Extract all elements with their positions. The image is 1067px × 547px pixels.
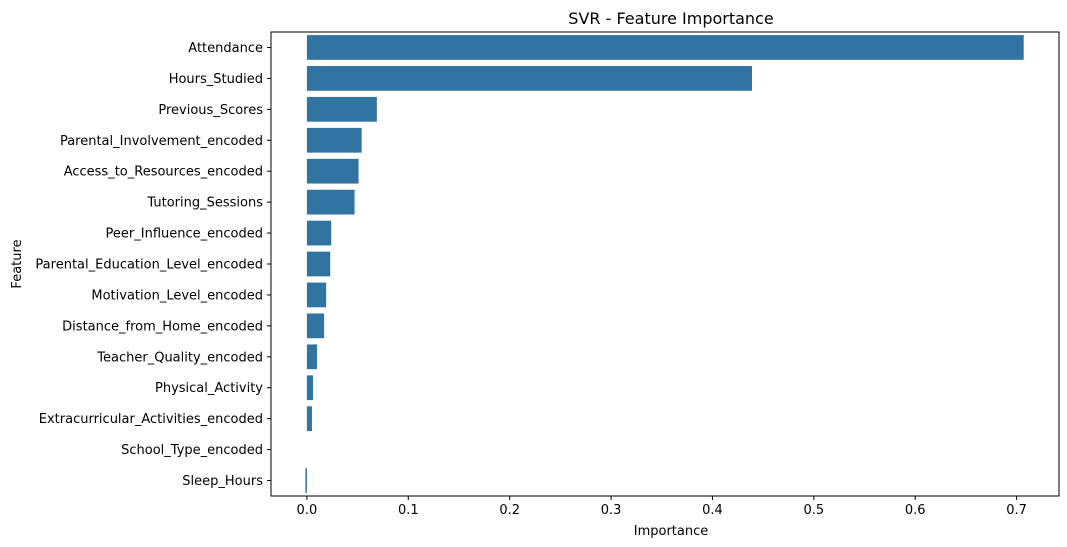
x-tick-label: 0.5 [803, 503, 824, 518]
bar-attendance [306, 35, 1024, 60]
bar-access-to-resources-encoded [306, 158, 359, 184]
y-tick-label: Sleep_Hours [182, 474, 263, 489]
y-ticks-group: Attendance Hours_Studied Previous_Scores Pa… [35, 41, 271, 489]
y-tick-label: Physical_Activity [155, 381, 263, 396]
bar-physical-activity [306, 375, 313, 401]
x-tick-label: 0.6 [905, 503, 926, 518]
bar-previous-scores [306, 96, 377, 122]
bar-teacher-quality-encoded [306, 344, 318, 370]
bar-parental-involvement-encoded [306, 127, 362, 153]
y-tick-label: Previous_Scores [158, 103, 263, 118]
x-tick-label: 0.3 [601, 503, 622, 518]
x-tick-label: 0.1 [398, 503, 419, 518]
y-tick-label: School_Type_encoded [121, 443, 263, 458]
y-tick-label: Peer_Influence_encoded [106, 227, 263, 242]
x-tick-label: 0.2 [499, 503, 520, 518]
x-axis-label: Importance [634, 524, 709, 539]
y-tick-label: Attendance [188, 41, 263, 56]
y-tick-label: Access_to_Resources_encoded [64, 165, 263, 180]
y-tick-label: Extracurricular_Activities_encoded [39, 412, 263, 427]
y-tick-label: Motivation_Level_encoded [91, 288, 263, 303]
bar-distance-from-home-encoded [306, 313, 325, 339]
bar-hours-studied [306, 66, 752, 91]
y-tick-label: Distance_from_Home_encoded [62, 319, 263, 334]
bar-sleep-hours [305, 468, 307, 493]
chart-title: SVR - Feature Importance [568, 9, 773, 28]
plot-frame [270, 31, 1060, 497]
y-tick-label: Tutoring_Sessions [146, 196, 263, 211]
x-tick-label: 0.7 [1006, 503, 1027, 518]
x-tick-label: 0.4 [702, 503, 723, 518]
bars-group [305, 35, 1024, 493]
y-tick-label: Parental_Education_Level_encoded [35, 258, 263, 273]
bar-peer-influence-encoded [306, 220, 332, 246]
x-ticks-group: 0.0 0.1 0.2 0.3 0.4 0.5 0.6 0.7 [297, 496, 1027, 518]
bar-parental-education-level-encoded [306, 251, 331, 277]
y-tick-label: Hours_Studied [169, 72, 263, 87]
y-axis-label: Feature [10, 239, 25, 288]
y-tick-label: Parental_Involvement_encoded [60, 134, 263, 149]
y-tick-label: Teacher_Quality_encoded [96, 350, 263, 365]
bar-motivation-level-encoded [306, 282, 327, 308]
bar-tutoring-sessions [306, 189, 355, 215]
bar-extracurricular-activities-encoded [306, 406, 312, 432]
x-tick-label: 0.0 [297, 503, 318, 518]
